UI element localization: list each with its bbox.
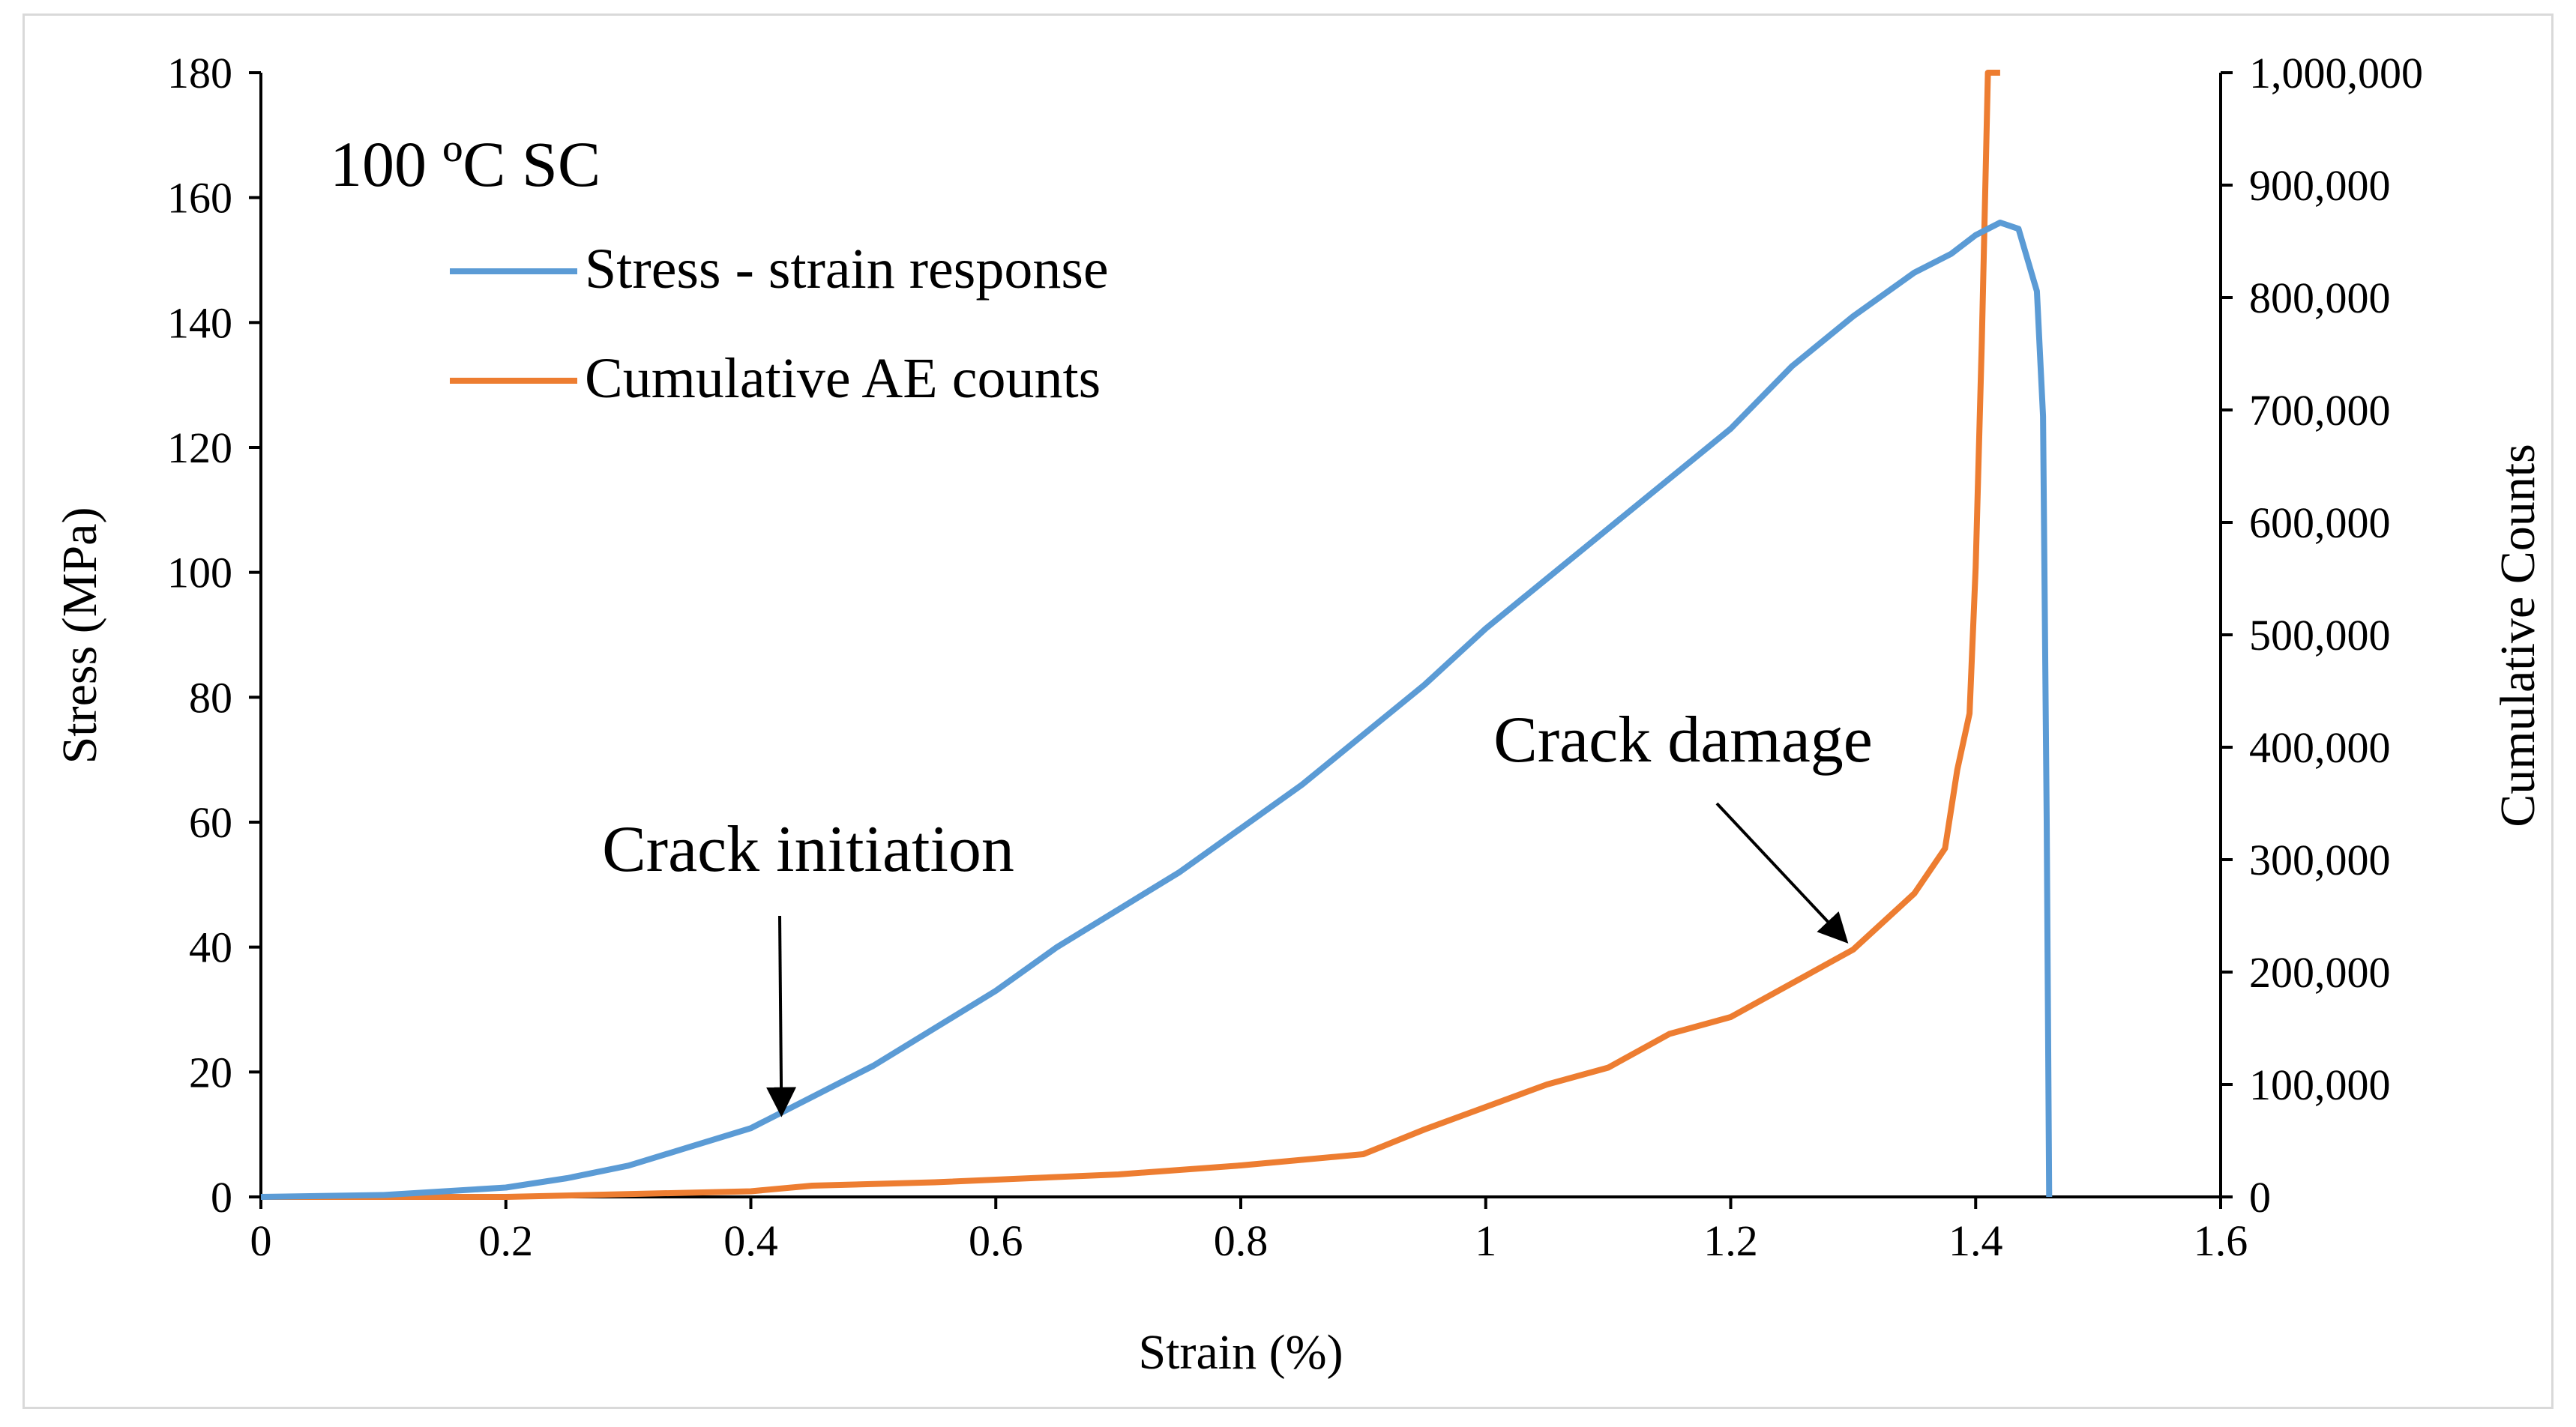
annotation-crack-damage: Crack damage — [1493, 704, 1873, 776]
y-tick-label-right: 500,000 — [2249, 611, 2391, 660]
y-tick-label-right: 200,000 — [2249, 948, 2391, 997]
series-line-cumulative-ae-counts — [261, 70, 2000, 1200]
x-tick-label: 1.6 — [2194, 1216, 2248, 1265]
y-tick-label-left: 160 — [167, 174, 232, 223]
y-tick-label-right: 1,000,000 — [2249, 49, 2423, 97]
panel-label: 100 ºC SC — [330, 128, 601, 200]
x-tick-label: 1.4 — [1948, 1216, 2003, 1265]
y-tick-label-right: 700,000 — [2249, 386, 2391, 435]
x-tick-label: 0.4 — [723, 1216, 778, 1265]
x-tick-label: 1 — [1475, 1216, 1496, 1265]
x-tick-label: 1.2 — [1703, 1216, 1758, 1265]
x-tick-label: 0.8 — [1214, 1216, 1269, 1265]
x-tick-label: 0 — [250, 1216, 272, 1265]
y-tick-label-right: 100,000 — [2249, 1061, 2391, 1109]
y-tick-label-left: 140 — [167, 298, 232, 347]
y-ticks-left: 0 20 40 60 80 100 120 140 160 180 — [167, 49, 261, 1222]
y-tick-label-right: 400,000 — [2249, 723, 2391, 772]
arrow-crack-damage — [1715, 802, 1849, 944]
y-tick-label-right: 900,000 — [2249, 161, 2391, 210]
x-ticks: 0 0.2 0.4 0.6 0.8 1 1.2 1.4 1.6 — [250, 1197, 2248, 1265]
arrow-crack-initiation — [766, 915, 797, 1117]
series-line-stress-strain — [260, 220, 2053, 1200]
x-tick-label: 0.2 — [479, 1216, 534, 1265]
y-tick-label-left: 100 — [167, 549, 232, 597]
y-axis-title-left: Stress (MPa) — [52, 507, 107, 764]
chart-frame — [22, 13, 2554, 1409]
y-tick-label-left: 60 — [189, 798, 232, 847]
y-ticks-right: 0 100,000 200,000 300,000 400,000 500,000 600,… — [2221, 49, 2423, 1222]
y-tick-label-right: 600,000 — [2249, 498, 2391, 547]
y-tick-label-left: 180 — [167, 49, 232, 97]
x-axis-title: Strain (%) — [1138, 1325, 1343, 1380]
legend-label-stress: Stress - strain response — [585, 238, 1109, 301]
annotation-crack-initiation: Crack initiation — [602, 813, 1014, 886]
y-tick-label-right: 300,000 — [2249, 836, 2391, 884]
y-tick-label-left: 120 — [167, 423, 232, 472]
y-axis-title-right: Cumulative Counts — [2491, 444, 2545, 827]
x-tick-label: 0.6 — [969, 1216, 1023, 1265]
legend: Stress - strain response Cumulative AE c… — [450, 238, 1109, 410]
legend-label-ae: Cumulative AE counts — [585, 347, 1101, 410]
y-tick-label-left: 40 — [189, 923, 232, 972]
y-tick-label-right: 0 — [2249, 1173, 2271, 1222]
y-tick-label-left: 80 — [189, 673, 232, 722]
y-tick-label-left: 20 — [189, 1048, 232, 1096]
y-tick-label-left: 0 — [211, 1173, 232, 1222]
y-tick-label-right: 800,000 — [2249, 274, 2391, 322]
